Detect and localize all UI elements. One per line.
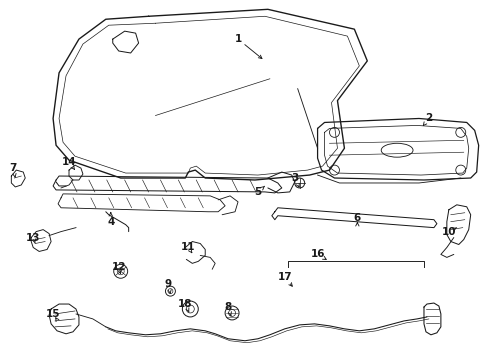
Text: 17: 17 bbox=[277, 272, 291, 282]
Text: 5: 5 bbox=[254, 187, 261, 197]
Text: 10: 10 bbox=[441, 226, 455, 237]
Text: 2: 2 bbox=[425, 113, 432, 123]
Text: 3: 3 bbox=[290, 173, 298, 183]
Text: 12: 12 bbox=[111, 262, 126, 272]
Text: 1: 1 bbox=[234, 34, 241, 44]
Text: 8: 8 bbox=[224, 302, 231, 312]
Text: 15: 15 bbox=[46, 309, 60, 319]
Text: 11: 11 bbox=[181, 243, 195, 252]
Text: 6: 6 bbox=[353, 213, 360, 223]
Text: 18: 18 bbox=[178, 299, 192, 309]
Text: 4: 4 bbox=[107, 217, 114, 227]
Text: 9: 9 bbox=[164, 279, 172, 289]
Text: 14: 14 bbox=[61, 157, 76, 167]
Text: 13: 13 bbox=[26, 233, 41, 243]
Text: 7: 7 bbox=[10, 163, 17, 173]
Text: 16: 16 bbox=[310, 249, 324, 260]
